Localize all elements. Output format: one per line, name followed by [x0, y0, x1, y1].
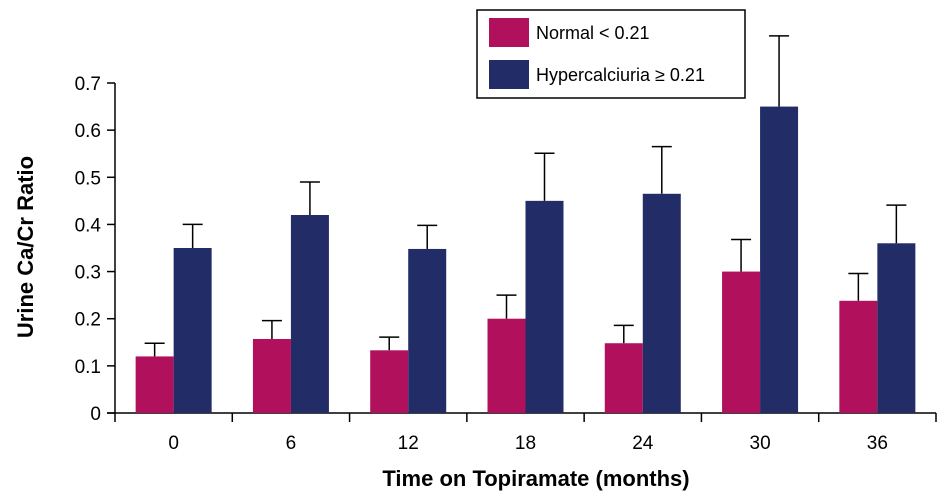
- bar-hypercalciuria: [408, 248, 447, 413]
- bar-normal: [370, 350, 409, 413]
- y-tick-label: 0.6: [75, 121, 101, 142]
- bar-normal: [135, 356, 174, 413]
- legend-swatch-normal: [489, 18, 529, 47]
- bar-hypercalciuria: [525, 200, 564, 413]
- x-tick-label: 18: [515, 433, 536, 454]
- y-tick-label: 0: [90, 404, 101, 425]
- bar-series-group: [135, 35, 916, 414]
- bar-normal: [604, 343, 643, 413]
- x-tick-label: 12: [398, 433, 419, 454]
- x-tick-label: 24: [632, 433, 654, 454]
- y-tick-label: 0.5: [75, 168, 101, 189]
- legend-label-hypercalciuria: Hypercalciuria ≥ 0.21: [536, 65, 705, 85]
- y-tick-label: 0.3: [75, 263, 101, 284]
- bar-hypercalciuria: [760, 106, 799, 414]
- y-axis: 0 0.1 0.2 0.3 0.4 0.5 0.6 0.7: [75, 74, 116, 425]
- bar-normal: [722, 271, 761, 413]
- y-tick-label: 0.1: [75, 357, 101, 378]
- legend: Normal < 0.21 Hypercalciuria ≥ 0.21: [476, 9, 746, 99]
- x-tick-label: 0: [168, 433, 179, 454]
- legend-label-normal: Normal < 0.21: [536, 23, 650, 43]
- bar-hypercalciuria: [290, 215, 329, 413]
- bar-normal: [487, 318, 526, 413]
- bar-normal: [252, 338, 291, 413]
- x-tick-label: 30: [750, 433, 771, 454]
- x-tick-label: 36: [867, 433, 888, 454]
- bar-normal: [839, 300, 878, 413]
- y-tick-label: 0.2: [75, 310, 101, 331]
- bar-hypercalciuria: [877, 243, 916, 413]
- y-tick-label: 0.7: [75, 74, 101, 95]
- y-tick-label: 0.4: [75, 215, 102, 236]
- x-axis-title: Time on Topiramate (months): [382, 466, 689, 491]
- x-axis: 0 6 12 18 24 30 36: [107, 412, 937, 454]
- y-axis-title: Urine Ca/Cr Ratio: [13, 156, 38, 338]
- legend-swatch-hypercalciuria: [489, 60, 529, 89]
- bar-hypercalciuria: [642, 193, 681, 413]
- bar-hypercalciuria: [173, 248, 212, 413]
- x-tick-label: 6: [286, 433, 297, 454]
